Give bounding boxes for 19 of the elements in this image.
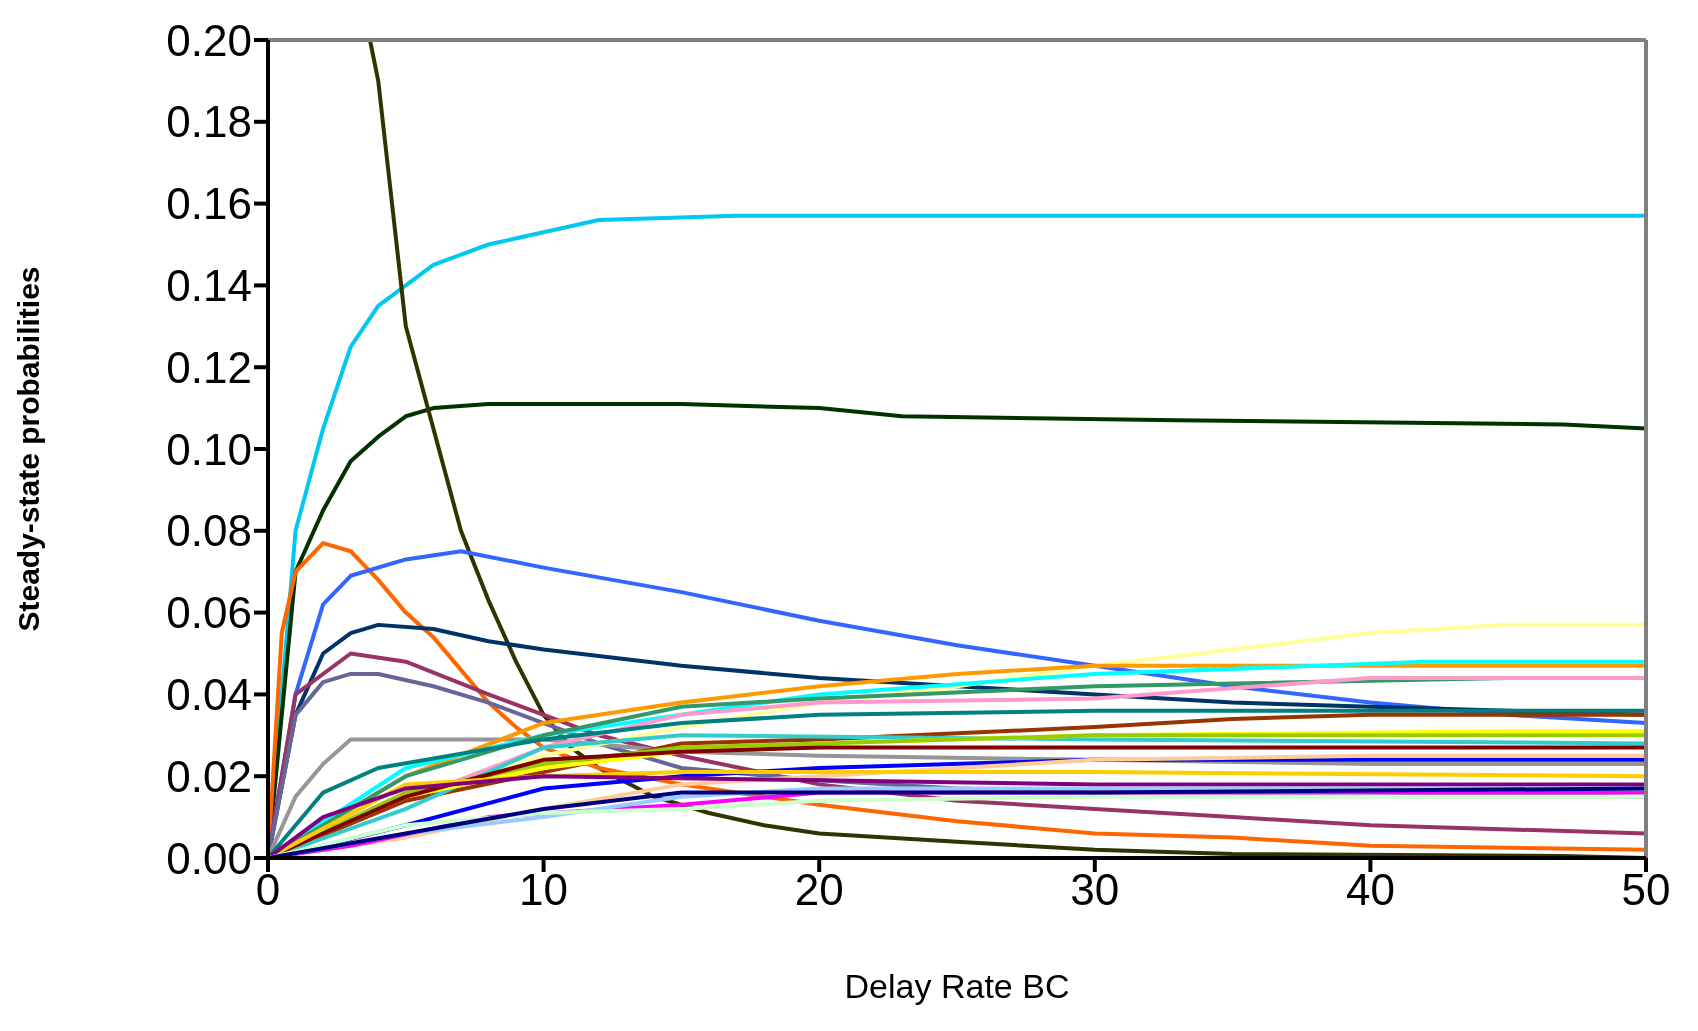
y-tick-label: 0.12	[166, 342, 252, 392]
x-tick-label: 10	[519, 865, 569, 915]
y-tick-label: 0.18	[166, 97, 252, 147]
y-tick-label: 0.02	[166, 751, 252, 801]
y-tick-label: 0.16	[166, 179, 252, 229]
y-tick-label: 0.14	[166, 261, 252, 311]
y-axis-title: Steady-state probabilities	[11, 266, 45, 632]
y-tick-label: 0.08	[166, 506, 252, 556]
y-tick-label: 0.04	[166, 670, 252, 720]
y-tick-label: 0.06	[166, 588, 252, 638]
x-tick-label: 50	[1621, 865, 1671, 915]
y-tick-label: 0.00	[166, 833, 252, 883]
x-tick-label: 0	[255, 865, 281, 915]
y-tick-label: 0.10	[166, 424, 252, 474]
x-axis-title: Delay Rate BC	[844, 967, 1070, 1005]
x-tick-label: 20	[794, 865, 844, 915]
x-tick-label: 30	[1070, 865, 1120, 915]
y-tick-label: 0.20	[166, 15, 252, 65]
x-tick-label: 40	[1345, 865, 1395, 915]
